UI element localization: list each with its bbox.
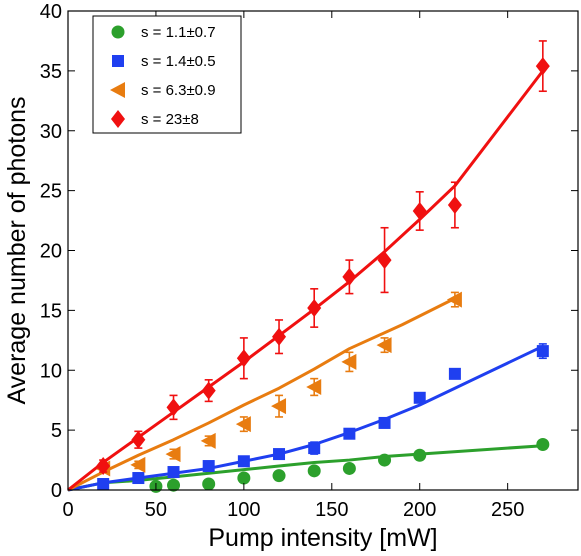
y-tick-label: 15 — [40, 300, 62, 322]
fit-line-green — [67, 444, 543, 492]
data-point-red — [535, 57, 550, 76]
data-point-red — [447, 195, 462, 214]
x-axis-label: Pump intensity [mW] — [208, 524, 437, 552]
data-point-orange — [235, 416, 251, 433]
data-point-red — [412, 201, 427, 220]
data-point-blue — [413, 391, 426, 404]
y-tick-label: 30 — [40, 121, 62, 143]
data-point-blue — [273, 448, 286, 461]
data-point-red — [272, 327, 287, 346]
data-point-orange — [341, 353, 357, 370]
data-point-orange — [376, 337, 392, 354]
data-point-green — [272, 469, 286, 483]
data-point-blue — [202, 460, 215, 473]
data-point-green — [342, 461, 356, 475]
data-point-blue — [167, 466, 180, 479]
data-point-red — [377, 251, 392, 270]
data-point-green — [202, 477, 216, 491]
data-point-green — [167, 478, 181, 492]
y-tick-label: 25 — [40, 181, 62, 203]
y-tick-label: 0 — [51, 480, 62, 502]
data-point-orange — [165, 446, 181, 463]
legend-marker-orange — [110, 82, 125, 98]
data-point-green — [413, 448, 427, 462]
data-point-red — [166, 398, 181, 417]
y-tick-label: 35 — [40, 61, 62, 83]
data-point-blue — [132, 472, 145, 485]
plot-marks — [67, 40, 550, 493]
data-point-orange — [200, 432, 216, 449]
legend-marker-blue — [112, 55, 124, 67]
x-tick-label: 0 — [62, 499, 73, 521]
y-tick-label: 20 — [40, 241, 62, 263]
data-point-blue — [448, 367, 461, 380]
data-point-green — [536, 437, 550, 451]
legend-label-orange: s = 6.3±0.9 — [141, 82, 216, 99]
data-point-red — [96, 457, 111, 476]
data-point-orange — [306, 379, 322, 396]
data-point-orange — [446, 291, 462, 308]
data-point-red — [131, 430, 146, 449]
legend-label-blue: s = 1.4±0.5 — [141, 53, 216, 70]
y-tick-label: 10 — [40, 360, 62, 382]
data-point-blue — [237, 455, 250, 468]
x-tick-label: 250 — [491, 499, 524, 521]
data-point-blue — [97, 478, 110, 491]
data-point-red — [201, 381, 216, 400]
data-point-red — [307, 298, 322, 317]
fit-line-orange — [67, 297, 456, 492]
legend-marker-red — [111, 110, 125, 128]
legend: s = 1.1±0.7 s = 1.4±0.5 s = 6.3±0.9 s = 23±… — [92, 15, 242, 134]
data-point-blue — [536, 345, 549, 358]
data-point-green — [378, 453, 392, 467]
data-point-green — [307, 464, 321, 478]
series-red — [67, 40, 550, 492]
axis-ticks: 0 50 100 150 200 250 0 5 10 15 20 25 30 35 40 — [40, 1, 578, 521]
data-point-orange — [271, 398, 287, 415]
y-tick-label: 5 — [51, 420, 62, 442]
legend-label-red: s = 23±8 — [141, 111, 199, 128]
legend-marker-green — [111, 25, 125, 39]
data-point-red — [236, 349, 251, 368]
data-point-green — [237, 471, 251, 485]
x-tick-label: 200 — [403, 499, 436, 521]
data-point-blue — [378, 416, 391, 429]
data-point-red — [342, 267, 357, 286]
y-axis-label: Average number of photons — [3, 96, 31, 404]
x-tick-label: 150 — [315, 499, 348, 521]
x-tick-label: 100 — [227, 499, 260, 521]
y-tick-label: 40 — [40, 1, 62, 23]
series-green — [67, 437, 550, 493]
data-point-blue — [343, 427, 356, 440]
series-blue — [67, 343, 549, 492]
x-tick-label: 50 — [145, 499, 167, 521]
legend-label-green: s = 1.1±0.7 — [141, 24, 216, 41]
data-point-orange — [130, 456, 146, 473]
data-point-blue — [308, 442, 321, 455]
series-orange — [67, 291, 462, 492]
